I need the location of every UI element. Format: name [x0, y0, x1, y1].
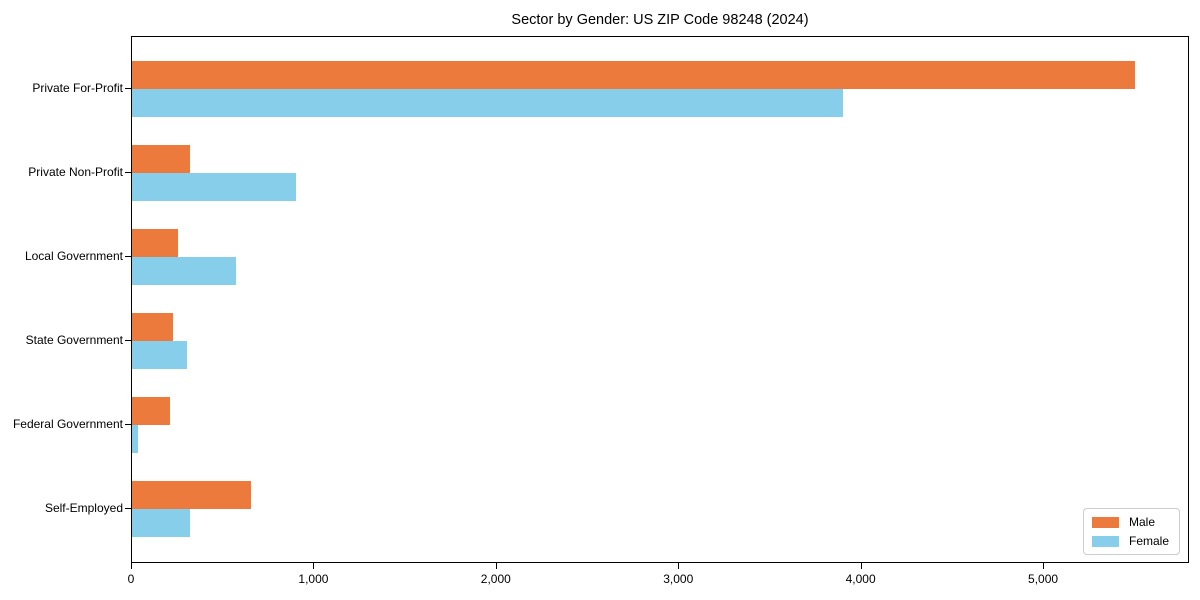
bar-self-employed-male — [132, 481, 251, 509]
legend-item-female: Female — [1091, 534, 1169, 548]
y-axis-tick — [125, 88, 131, 89]
y-axis-tick — [125, 424, 131, 425]
bar-local-government-female — [132, 257, 236, 285]
bar-private-non-profit-male — [132, 145, 191, 173]
bar-federal-government-male — [132, 397, 171, 425]
x-axis-label-0: 0 — [127, 572, 135, 586]
bar-state-government-female — [132, 341, 187, 369]
bar-federal-government-female — [132, 425, 139, 453]
x-axis-label-1-000: 1,000 — [298, 572, 329, 586]
y-axis-tick — [125, 256, 131, 257]
legend-label-male: Male — [1128, 515, 1155, 529]
bar-self-employed-female — [132, 509, 191, 537]
x-axis-label-2-000: 2,000 — [480, 572, 511, 586]
bar-state-government-male — [132, 313, 174, 341]
y-axis-tick — [125, 508, 131, 509]
x-axis-label-3-000: 3,000 — [663, 572, 694, 586]
y-axis-label-local-government: Local Government — [24, 249, 123, 263]
x-axis-tick — [313, 563, 315, 569]
chart-title: Sector by Gender: US ZIP Code 98248 (202… — [511, 12, 809, 28]
y-axis-tick — [125, 172, 131, 173]
plot-area: Male Female — [131, 36, 1189, 563]
y-axis-label-state-government: State Government — [25, 333, 123, 347]
legend-swatch-male — [1091, 516, 1119, 528]
legend-label-female: Female — [1128, 534, 1169, 548]
x-axis-tick — [860, 563, 862, 569]
y-axis-tick — [125, 340, 131, 341]
y-axis-label-self-employed: Self-Employed — [44, 501, 123, 515]
bar-private-for-profit-male — [132, 61, 1136, 89]
x-axis-label-4-000: 4,000 — [845, 572, 876, 586]
legend: Male Female — [1082, 508, 1180, 555]
x-axis-tick — [1043, 563, 1045, 569]
x-axis-tick — [131, 563, 132, 569]
y-axis-label-private-for-profit: Private For-Profit — [32, 81, 123, 95]
bar-private-non-profit-female — [132, 173, 297, 201]
bar-private-for-profit-female — [132, 89, 844, 117]
bar-local-government-male — [132, 229, 178, 257]
y-axis-label-private-non-profit: Private Non-Profit — [28, 165, 123, 179]
legend-swatch-female — [1091, 535, 1119, 547]
x-axis-tick — [678, 563, 680, 569]
y-axis-label-federal-government: Federal Government — [12, 417, 123, 431]
x-axis-tick — [495, 563, 497, 569]
legend-item-male: Male — [1091, 515, 1169, 529]
x-axis-label-5-000: 5,000 — [1028, 572, 1059, 586]
